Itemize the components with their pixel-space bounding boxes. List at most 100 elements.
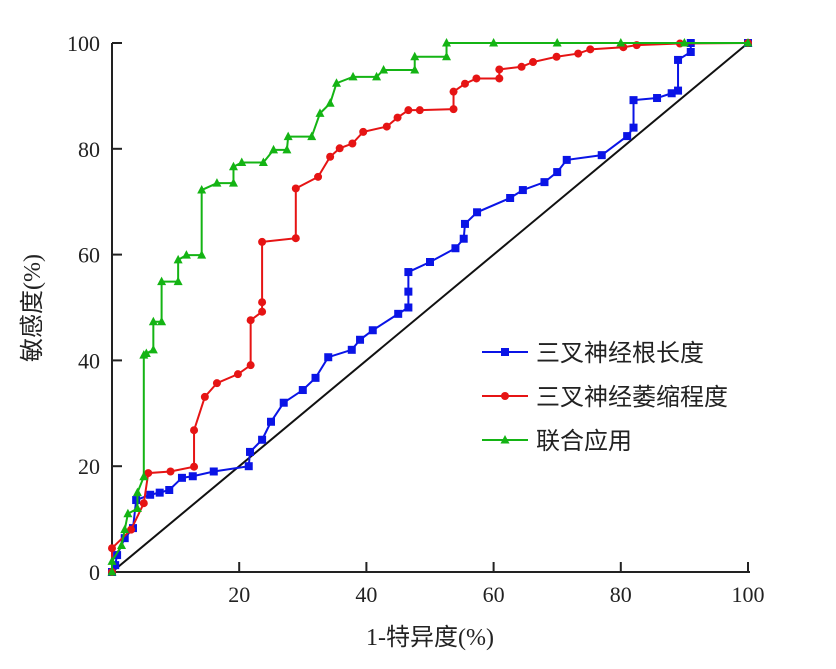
data-point: [324, 353, 333, 362]
data-point: [473, 208, 482, 217]
data-point: [326, 152, 335, 161]
data-point: [177, 473, 186, 482]
legend-label: 联合应用: [536, 428, 632, 455]
data-point: [307, 131, 317, 141]
data-point: [597, 151, 606, 160]
data-point: [359, 127, 368, 136]
data-point: [743, 38, 753, 47]
data-point: [148, 316, 158, 326]
y-tick-label: 80: [78, 137, 100, 162]
data-point: [279, 398, 288, 407]
data-point: [197, 185, 207, 194]
data-point: [574, 49, 583, 58]
data-point: [291, 184, 300, 193]
data-point: [552, 52, 561, 61]
y-tick-label: 40: [78, 348, 100, 373]
data-point: [562, 155, 571, 164]
data-point: [449, 105, 458, 114]
legend-item: 三叉神经根长度: [482, 340, 704, 367]
data-point: [449, 87, 458, 96]
data-point: [529, 58, 538, 67]
data-point: [146, 490, 155, 499]
data-point: [228, 161, 238, 171]
data-point: [404, 268, 413, 277]
data-point: [141, 348, 151, 358]
data-point: [246, 447, 255, 456]
data-point: [258, 157, 268, 167]
data-point: [181, 250, 191, 259]
data-point: [165, 486, 174, 495]
y-tick-label: 20: [78, 454, 100, 479]
data-point: [616, 38, 626, 47]
data-point: [209, 467, 218, 476]
data-point: [495, 65, 504, 74]
data-point: [394, 309, 403, 318]
data-point: [173, 276, 183, 286]
data-point: [495, 74, 504, 83]
data-point: [188, 472, 197, 481]
data-point: [629, 96, 638, 105]
data-point: [282, 144, 292, 154]
data-point: [311, 373, 320, 382]
x-axis-label: 1-特异度(%): [366, 624, 494, 651]
data-point: [426, 258, 434, 267]
data-point: [348, 139, 357, 148]
data-point: [157, 276, 167, 286]
series-2: [107, 38, 753, 576]
data-point: [200, 392, 209, 401]
data-point: [233, 370, 242, 379]
data-point: [506, 193, 515, 202]
data-point: [518, 186, 527, 195]
data-point: [246, 361, 255, 370]
data-point: [489, 38, 499, 47]
x-tick-label: 100: [732, 582, 765, 607]
data-point: [451, 244, 460, 253]
x-tick-label: 60: [483, 582, 505, 607]
data-point: [552, 38, 562, 47]
data-point: [120, 524, 130, 534]
data-point: [111, 561, 120, 570]
data-point: [212, 379, 221, 388]
reference-diagonal-line: [111, 42, 749, 573]
data-point: [553, 168, 562, 177]
legend-label: 三叉神经萎缩程度: [536, 384, 728, 411]
legend-label: 三叉神经根长度: [536, 340, 704, 367]
y-axis-label: 敏感度(%): [19, 254, 46, 362]
data-point: [674, 55, 683, 64]
x-tick-label: 20: [228, 582, 250, 607]
y-tick-label: 100: [67, 31, 100, 56]
data-point: [139, 499, 148, 508]
data-point: [460, 79, 469, 88]
data-point: [157, 316, 167, 326]
data-point: [258, 435, 267, 444]
data-point: [269, 144, 279, 154]
data-point: [393, 113, 402, 122]
data-point: [517, 62, 526, 71]
data-point: [459, 234, 468, 243]
data-point: [148, 344, 158, 354]
data-point: [258, 307, 267, 316]
data-point: [315, 108, 325, 117]
data-point: [155, 488, 164, 497]
data-point: [404, 303, 413, 312]
legend-marker: [500, 435, 510, 444]
data-point: [267, 417, 275, 426]
data-point: [123, 508, 133, 518]
data-point: [283, 131, 293, 141]
data-point: [667, 89, 676, 98]
data-point: [356, 335, 365, 344]
data-point: [540, 178, 549, 187]
data-point: [291, 234, 300, 243]
data-point: [132, 496, 141, 505]
series-0: [108, 39, 752, 576]
series-line: [111, 42, 749, 572]
data-point: [335, 144, 344, 153]
data-point: [113, 551, 122, 560]
data-point: [410, 51, 420, 61]
data-point: [258, 237, 267, 246]
data-point: [586, 45, 595, 54]
data-point: [472, 74, 481, 83]
data-point: [679, 38, 689, 47]
y-tick-label: 0: [89, 560, 100, 585]
